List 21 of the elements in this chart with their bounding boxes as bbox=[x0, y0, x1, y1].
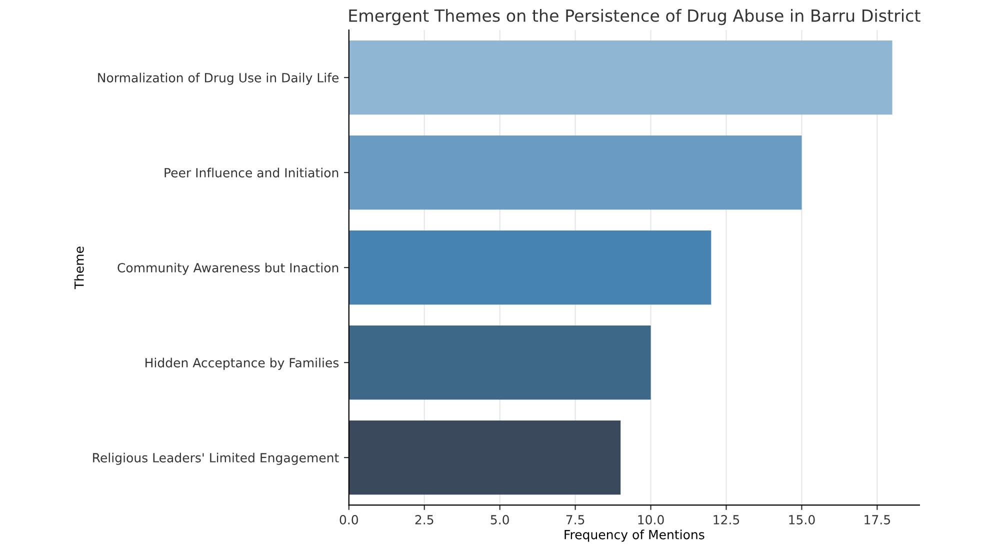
x-axis-title: Frequency of Mentions bbox=[564, 530, 704, 542]
x-tick-label: 7.5 bbox=[566, 515, 584, 524]
x-tick-label: 15.0 bbox=[789, 514, 815, 524]
bar bbox=[348, 40, 892, 115]
x-tick-label: 10.0 bbox=[638, 514, 664, 524]
x-tick-label: 17.5 bbox=[864, 515, 890, 524]
y-tick-label: Peer Influence and Initiation bbox=[164, 168, 338, 178]
y-tick-label: Religious Leaders' Limited Engagement bbox=[93, 452, 339, 465]
x-tick-label: 2.5 bbox=[415, 514, 434, 524]
x-tick-label: 5.0 bbox=[490, 514, 509, 524]
bar bbox=[348, 325, 651, 400]
chart-title: Emergent Themes on the Persistence of Drug Abuse in Barru District bbox=[349, 9, 920, 26]
bar bbox=[348, 230, 712, 305]
y-axis-title: Theme bbox=[74, 246, 84, 290]
y-tick-label: Normalization of Drug Use in Daily Life bbox=[98, 72, 339, 85]
x-tick-label: 0.0 bbox=[340, 514, 358, 524]
x-tick-label: 12.5 bbox=[714, 514, 740, 524]
y-tick-label: Community Awareness but Inaction bbox=[118, 262, 338, 275]
y-tick-label: Hidden Acceptance by Families bbox=[146, 358, 339, 370]
bar bbox=[348, 420, 621, 495]
bar bbox=[348, 135, 802, 210]
